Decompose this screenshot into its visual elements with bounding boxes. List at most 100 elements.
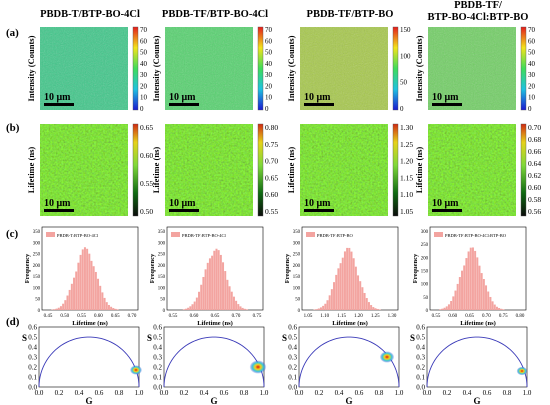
x-tick-label: 1.15 xyxy=(337,314,346,319)
histogram-bar xyxy=(319,307,322,310)
x-tick-label: 1.20 xyxy=(354,314,363,319)
colorbar-tick: 70 xyxy=(140,26,148,34)
histogram-bar xyxy=(471,247,474,310)
colorbar-tick: 70 xyxy=(528,26,536,34)
colorbar-tick: 0.60 xyxy=(140,151,153,160)
y-tick-label: 0.6 xyxy=(416,324,425,332)
colorbar-tick: 0.64 xyxy=(528,159,541,168)
y-tick-label: 0.3 xyxy=(288,354,297,362)
histogram-bar xyxy=(116,309,119,310)
lifetime-map-texture xyxy=(40,124,128,216)
colorbar-tick: 20 xyxy=(528,82,536,90)
row-label: (d) xyxy=(6,316,20,328)
histogram-bar xyxy=(317,308,320,310)
intensity-map-texture xyxy=(428,27,516,110)
histogram-bar xyxy=(114,308,117,310)
histogram-bar xyxy=(57,307,60,310)
row-label: (a) xyxy=(6,27,19,39)
colorbar-tick: 0.60 xyxy=(265,190,278,199)
y-tick-label: 0.1 xyxy=(28,374,37,382)
histogram-bar xyxy=(495,306,498,310)
phasor-cloud xyxy=(130,365,142,375)
x-tick-label: 0.0 xyxy=(423,389,432,397)
y-tick-label: 0.5 xyxy=(288,334,297,342)
colorbar-tick: 1.10 xyxy=(400,190,413,199)
scale-bar-label: 10 μm xyxy=(44,198,71,209)
y-tick-label: 0 xyxy=(38,309,41,314)
colorbar-tick: 0.70 xyxy=(265,157,278,166)
colorbar-tick: 40 xyxy=(528,60,536,68)
y-tick-label: 200 xyxy=(293,264,301,269)
histogram-bar xyxy=(324,303,327,310)
x-tick-label: 1.05 xyxy=(304,314,313,319)
y-tick-label: 0 xyxy=(298,309,301,314)
histogram-bar xyxy=(482,279,485,310)
y-tick-label: 0.4 xyxy=(288,344,297,352)
universal-semicircle xyxy=(38,336,140,388)
x-tick-label: 0.60 xyxy=(94,314,103,319)
colorbar-tick: 0 xyxy=(140,105,144,113)
histogram-bar xyxy=(66,295,69,310)
histogram-bar xyxy=(352,258,355,310)
histogram-bar xyxy=(213,250,216,310)
y-tick-label: 0.3 xyxy=(416,354,425,362)
y-tick-label: 0.1 xyxy=(416,374,425,382)
row-label: (b) xyxy=(6,122,20,134)
colorbar-tick: 30 xyxy=(265,71,273,79)
histogram-bar xyxy=(467,251,470,310)
x-tick-label: 0.8 xyxy=(503,389,512,397)
x-tick-label: 0.65 xyxy=(465,314,474,319)
histogram-bar xyxy=(315,309,318,310)
y-tick-label: 50 xyxy=(295,298,300,303)
x-tick-label: 1.25 xyxy=(371,314,380,319)
colorbar-tick: 0.60 xyxy=(528,183,541,192)
colorbar-tick: 1.25 xyxy=(400,140,413,149)
colorbar-tick: 70 xyxy=(265,26,273,34)
x-tick-label: 0.75 xyxy=(253,314,262,319)
histogram-bar xyxy=(478,265,481,310)
colorbar-tick: 50 xyxy=(265,49,273,57)
histogram-bar xyxy=(370,305,373,310)
histogram-bar xyxy=(239,306,242,310)
column-title: PBDB-TF/BTP-BO-4Cl xyxy=(162,9,268,20)
y-tick-label: 0.5 xyxy=(416,334,425,342)
scale-bar xyxy=(44,103,74,106)
histogram-bar xyxy=(94,271,97,310)
histogram-bar xyxy=(112,308,115,310)
colorbar-tick: 0 xyxy=(400,105,404,113)
histogram-bar xyxy=(357,275,360,310)
x-axis-label: Lifetime (ns) xyxy=(460,320,496,327)
x-tick-label: 0.8 xyxy=(240,389,249,397)
histogram-bar xyxy=(359,281,362,310)
y-tick-label: 0.2 xyxy=(28,364,37,372)
phasor-frame xyxy=(38,326,140,388)
y-tick-label: 250 xyxy=(33,253,41,258)
colorbar-tick: 60 xyxy=(528,37,536,45)
y-tick-label: 0.0 xyxy=(153,384,162,392)
x-axis-label: G xyxy=(210,396,217,405)
histogram-bar xyxy=(224,271,227,310)
x-tick-label: 0.55 xyxy=(432,314,441,319)
x-tick-label: 0.4 xyxy=(463,389,472,397)
histogram-bar xyxy=(376,308,379,310)
histogram-bar xyxy=(107,305,110,310)
histogram-bar xyxy=(191,304,194,310)
phasor-cloud xyxy=(379,351,395,363)
x-tick-label: 0.4 xyxy=(200,389,209,397)
histogram-bar xyxy=(59,306,62,310)
y-axis-label: Frequency xyxy=(149,253,156,283)
x-axis-label: G xyxy=(345,396,352,405)
histogram-bar xyxy=(480,273,483,310)
colorbar-tick: 0.55 xyxy=(265,207,278,216)
histogram-bar xyxy=(187,307,190,310)
y-tick-label: 200 xyxy=(421,256,429,261)
x-tick-label: 0.65 xyxy=(111,314,120,319)
histogram-bar xyxy=(79,254,82,310)
column-title: PBDB-TF/BTP-BO xyxy=(307,9,394,20)
histogram-bar xyxy=(200,284,203,310)
y-tick-label: 0.4 xyxy=(416,344,425,352)
histogram-bar xyxy=(105,302,108,310)
x-tick-label: 0.6 xyxy=(95,389,104,397)
histogram-bar xyxy=(335,274,338,310)
colorbar xyxy=(392,26,399,111)
